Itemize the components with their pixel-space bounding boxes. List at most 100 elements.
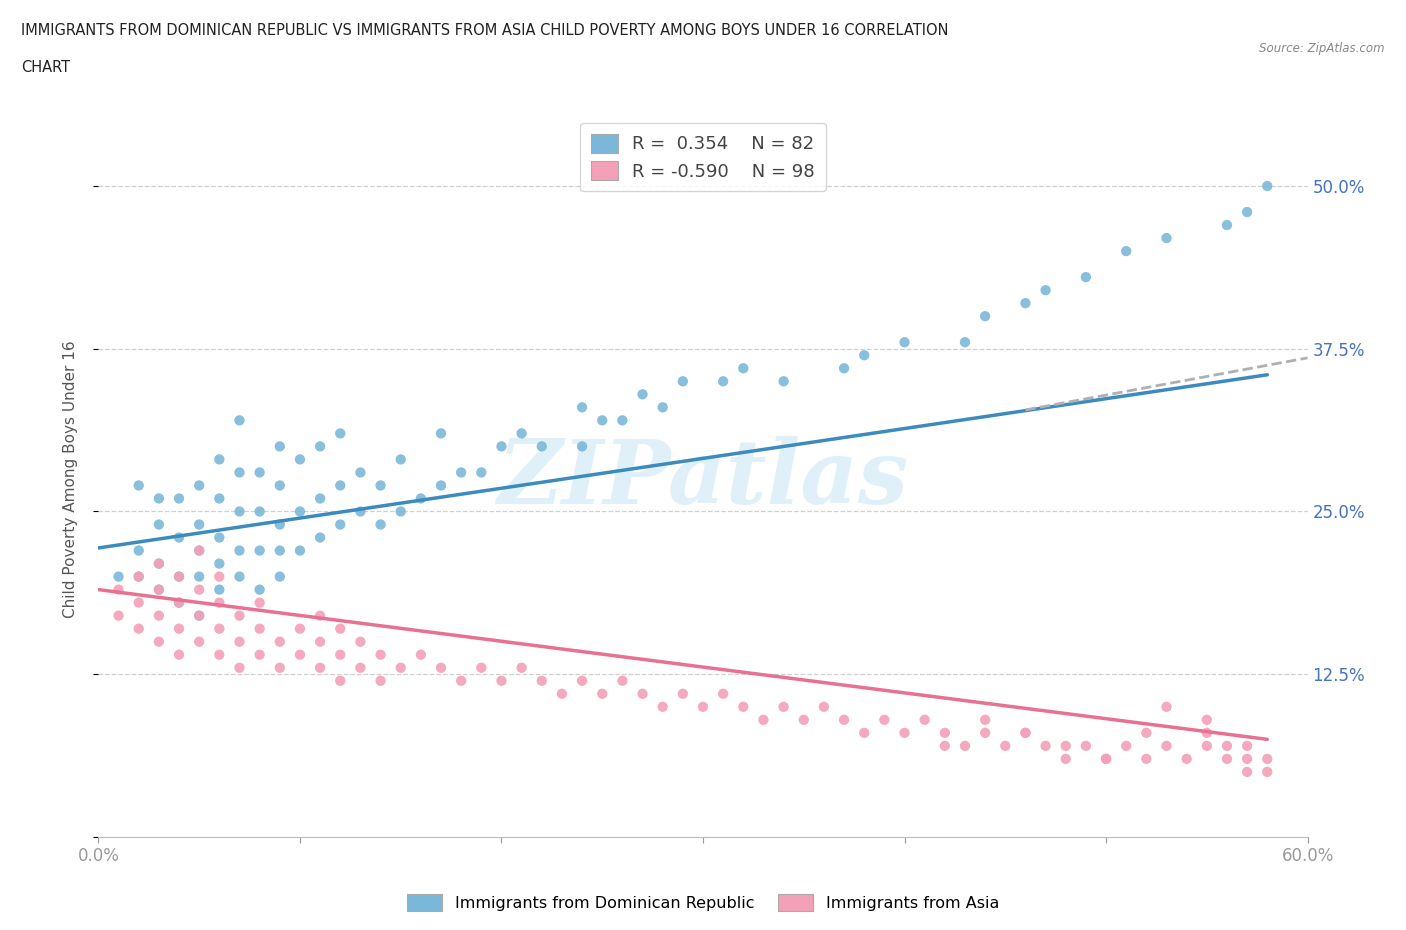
Point — [208, 452, 231, 467]
Point — [208, 491, 231, 506]
Point — [772, 699, 794, 714]
Point — [853, 348, 876, 363]
Point — [128, 543, 150, 558]
Point — [188, 543, 211, 558]
Point — [1156, 231, 1178, 246]
Point — [208, 530, 231, 545]
Point — [167, 530, 190, 545]
Point — [148, 491, 170, 506]
Point — [631, 686, 654, 701]
Point — [1074, 738, 1097, 753]
Point — [208, 647, 231, 662]
Point — [370, 647, 392, 662]
Point — [1054, 738, 1077, 753]
Point — [208, 595, 231, 610]
Point — [1035, 283, 1057, 298]
Point — [430, 660, 453, 675]
Y-axis label: Child Poverty Among Boys Under 16: Child Poverty Among Boys Under 16 — [63, 340, 77, 618]
Point — [188, 569, 211, 584]
Point — [148, 556, 170, 571]
Point — [1195, 725, 1218, 740]
Point — [228, 660, 250, 675]
Point — [167, 647, 190, 662]
Point — [208, 556, 231, 571]
Point — [1236, 205, 1258, 219]
Point — [711, 686, 734, 701]
Point — [1216, 218, 1239, 232]
Point — [1256, 179, 1278, 193]
Point — [249, 504, 271, 519]
Point — [591, 686, 613, 701]
Point — [288, 647, 311, 662]
Point — [188, 608, 211, 623]
Point — [188, 517, 211, 532]
Point — [370, 517, 392, 532]
Point — [651, 699, 673, 714]
Point — [228, 504, 250, 519]
Point — [188, 543, 211, 558]
Point — [1014, 296, 1036, 311]
Point — [571, 673, 593, 688]
Point — [128, 478, 150, 493]
Point — [1095, 751, 1118, 766]
Text: CHART: CHART — [21, 60, 70, 75]
Point — [269, 439, 291, 454]
Text: ZIPatlas: ZIPatlas — [498, 435, 908, 523]
Point — [269, 517, 291, 532]
Point — [329, 621, 352, 636]
Point — [288, 452, 311, 467]
Point — [1236, 764, 1258, 779]
Point — [188, 608, 211, 623]
Point — [1054, 751, 1077, 766]
Point — [1115, 244, 1137, 259]
Point — [491, 439, 513, 454]
Point — [167, 569, 190, 584]
Point — [934, 738, 956, 753]
Point — [269, 478, 291, 493]
Point — [1014, 725, 1036, 740]
Point — [208, 621, 231, 636]
Point — [551, 686, 574, 701]
Point — [148, 582, 170, 597]
Point — [389, 660, 412, 675]
Point — [107, 582, 129, 597]
Point — [389, 452, 412, 467]
Point — [370, 673, 392, 688]
Point — [188, 582, 211, 597]
Point — [1035, 738, 1057, 753]
Point — [1135, 751, 1157, 766]
Point — [510, 426, 533, 441]
Point — [651, 400, 673, 415]
Point — [873, 712, 896, 727]
Point — [450, 465, 472, 480]
Point — [309, 439, 332, 454]
Point — [329, 673, 352, 688]
Point — [148, 634, 170, 649]
Point — [1195, 738, 1218, 753]
Point — [349, 465, 371, 480]
Point — [1074, 270, 1097, 285]
Point — [249, 621, 271, 636]
Point — [148, 556, 170, 571]
Point — [974, 725, 997, 740]
Point — [309, 491, 332, 506]
Point — [288, 621, 311, 636]
Text: IMMIGRANTS FROM DOMINICAN REPUBLIC VS IMMIGRANTS FROM ASIA CHILD POVERTY AMONG B: IMMIGRANTS FROM DOMINICAN REPUBLIC VS IM… — [21, 23, 949, 38]
Point — [530, 673, 553, 688]
Point — [430, 478, 453, 493]
Point — [994, 738, 1017, 753]
Point — [269, 634, 291, 649]
Point — [309, 608, 332, 623]
Point — [309, 634, 332, 649]
Point — [793, 712, 815, 727]
Point — [1195, 712, 1218, 727]
Point — [288, 543, 311, 558]
Point — [733, 699, 755, 714]
Point — [832, 712, 855, 727]
Point — [249, 465, 271, 480]
Point — [530, 439, 553, 454]
Point — [269, 660, 291, 675]
Point — [128, 569, 150, 584]
Point — [752, 712, 775, 727]
Point — [228, 543, 250, 558]
